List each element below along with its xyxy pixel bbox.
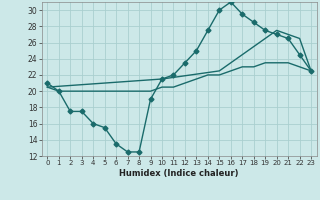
X-axis label: Humidex (Indice chaleur): Humidex (Indice chaleur) [119, 169, 239, 178]
